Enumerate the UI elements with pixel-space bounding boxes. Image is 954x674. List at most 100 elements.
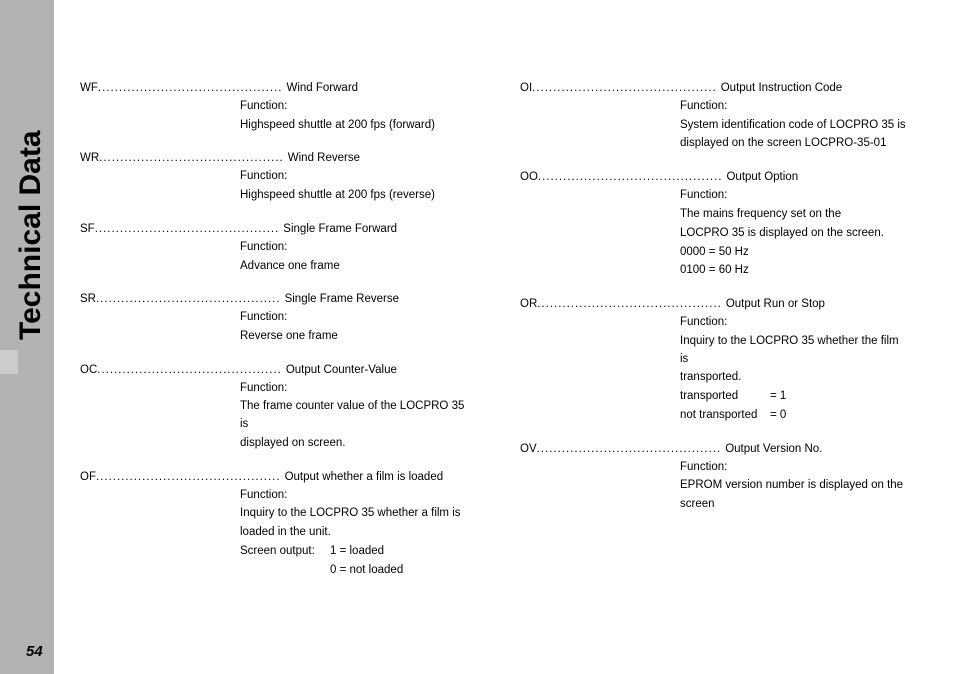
- description-line: Function:: [240, 309, 470, 327]
- dot-leader: ........................................…: [97, 362, 282, 380]
- entry-title: Output whether a film is loaded: [281, 469, 444, 487]
- description-line: Function:: [680, 98, 910, 116]
- description-line: Function:: [240, 168, 470, 186]
- key-value-row: not transported= 0: [680, 407, 910, 425]
- entry-header: OO .....................................…: [520, 169, 910, 187]
- description-line: transported.: [680, 369, 910, 387]
- description-line: The mains frequency set on the: [680, 206, 910, 224]
- dot-leader: ........................................…: [537, 296, 722, 314]
- entry-header: SR .....................................…: [80, 291, 470, 309]
- kv-key: not transported: [680, 407, 770, 425]
- entry-header: OC .....................................…: [80, 362, 470, 380]
- vertical-title: Technical Data: [14, 130, 48, 340]
- entry-title: Single Frame Forward: [279, 221, 397, 239]
- kv-value: 0 = not loaded: [330, 562, 403, 580]
- description-line: Reverse one frame: [240, 328, 470, 346]
- entry-title: Output Version No.: [721, 441, 822, 459]
- description-line: 0100 = 60 Hz: [680, 262, 910, 280]
- dot-leader: ........................................…: [96, 469, 281, 487]
- entry-header: OF .....................................…: [80, 469, 470, 487]
- entry-code: OR: [520, 296, 537, 314]
- entry-title: Output Counter-Value: [282, 362, 397, 380]
- definition-entry: OI .....................................…: [520, 80, 910, 153]
- entry-title: Output Instruction Code: [717, 80, 842, 98]
- definition-entry: SR .....................................…: [80, 291, 470, 345]
- entry-description: Function:Inquiry to the LOCPRO 35 whethe…: [80, 487, 470, 580]
- entry-header: WF .....................................…: [80, 80, 470, 98]
- description-line: Function:: [240, 487, 470, 505]
- definition-entry: SF .....................................…: [80, 221, 470, 275]
- entry-description: Function:Highspeed shuttle at 200 fps (r…: [80, 168, 470, 205]
- entry-code: OI: [520, 80, 532, 98]
- description-line: System identification code of LOCPRO 35 …: [680, 117, 910, 135]
- definition-entry: WF .....................................…: [80, 80, 470, 134]
- right-column: OI .....................................…: [520, 80, 910, 640]
- dot-leader: ........................................…: [95, 221, 280, 239]
- key-value-row: transported= 1: [680, 388, 910, 406]
- side-tab: [0, 350, 18, 374]
- description-line: Function:: [240, 239, 470, 257]
- entry-description: Function:Reverse one frame: [80, 309, 470, 346]
- definition-entry: OC .....................................…: [80, 362, 470, 453]
- left-column: WF .....................................…: [80, 80, 470, 640]
- entry-description: Function:The mains frequency set on theL…: [520, 187, 910, 280]
- description-line: Function:: [680, 314, 910, 332]
- key-value-row: Screen output:1 = loaded: [240, 543, 470, 561]
- description-line: Highspeed shuttle at 200 fps (reverse): [240, 187, 470, 205]
- definition-entry: OV .....................................…: [520, 441, 910, 514]
- entry-header: OR .....................................…: [520, 296, 910, 314]
- description-line: Highspeed shuttle at 200 fps (forward): [240, 117, 470, 135]
- dot-leader: ........................................…: [99, 150, 284, 168]
- dot-leader: ........................................…: [98, 80, 283, 98]
- entry-code: OV: [520, 441, 537, 459]
- kv-key: Screen output:: [240, 543, 330, 561]
- entry-code: SR: [80, 291, 96, 309]
- entry-description: Function:Highspeed shuttle at 200 fps (f…: [80, 98, 470, 135]
- description-line: Function:: [240, 98, 470, 116]
- page-number: 54: [26, 643, 43, 660]
- description-line: Advance one frame: [240, 258, 470, 276]
- dot-leader: ........................................…: [538, 169, 723, 187]
- description-line: Function:: [680, 187, 910, 205]
- kv-value: 1 = loaded: [330, 543, 384, 561]
- kv-key: [240, 562, 330, 580]
- description-line: The frame counter value of the LOCPRO 35…: [240, 398, 470, 434]
- key-value-row: 0 = not loaded: [240, 562, 470, 580]
- description-line: 0000 = 50 Hz: [680, 244, 910, 262]
- entry-description: Function:EPROM version number is display…: [520, 459, 910, 514]
- entry-title: Single Frame Reverse: [281, 291, 399, 309]
- entry-title: Wind Reverse: [284, 150, 360, 168]
- description-line: Inquiry to the LOCPRO 35 whether a film …: [240, 505, 470, 523]
- entry-description: Function:Inquiry to the LOCPRO 35 whethe…: [520, 314, 910, 425]
- entry-code: SF: [80, 221, 95, 239]
- kv-value: = 0: [770, 407, 786, 425]
- entry-header: OI .....................................…: [520, 80, 910, 98]
- definition-entry: WR .....................................…: [80, 150, 470, 204]
- entry-description: Function:Advance one frame: [80, 239, 470, 276]
- description-line: LOCPRO 35 is displayed on the screen.: [680, 225, 910, 243]
- entry-header: WR .....................................…: [80, 150, 470, 168]
- dot-leader: ........................................…: [96, 291, 281, 309]
- entry-description: Function:System identification code of L…: [520, 98, 910, 153]
- entry-code: WF: [80, 80, 98, 98]
- entry-code: OO: [520, 169, 538, 187]
- definition-entry: OF .....................................…: [80, 469, 470, 580]
- entry-title: Output Option: [722, 169, 798, 187]
- definition-entry: OR .....................................…: [520, 296, 910, 425]
- description-line: Function:: [240, 380, 470, 398]
- entry-title: Wind Forward: [282, 80, 358, 98]
- description-line: screen: [680, 496, 910, 514]
- entry-title: Output Run or Stop: [722, 296, 825, 314]
- description-line: displayed on the screen LOCPRO-35-01: [680, 135, 910, 153]
- content-area: WF .....................................…: [80, 80, 940, 640]
- entry-header: OV .....................................…: [520, 441, 910, 459]
- description-line: Inquiry to the LOCPRO 35 whether the fil…: [680, 333, 910, 369]
- entry-header: SF .....................................…: [80, 221, 470, 239]
- description-line: loaded in the unit.: [240, 524, 470, 542]
- kv-value: = 1: [770, 388, 786, 406]
- definition-entry: OO .....................................…: [520, 169, 910, 280]
- entry-code: OF: [80, 469, 96, 487]
- entry-description: Function:The frame counter value of the …: [80, 380, 470, 453]
- kv-key: transported: [680, 388, 770, 406]
- entry-code: WR: [80, 150, 99, 168]
